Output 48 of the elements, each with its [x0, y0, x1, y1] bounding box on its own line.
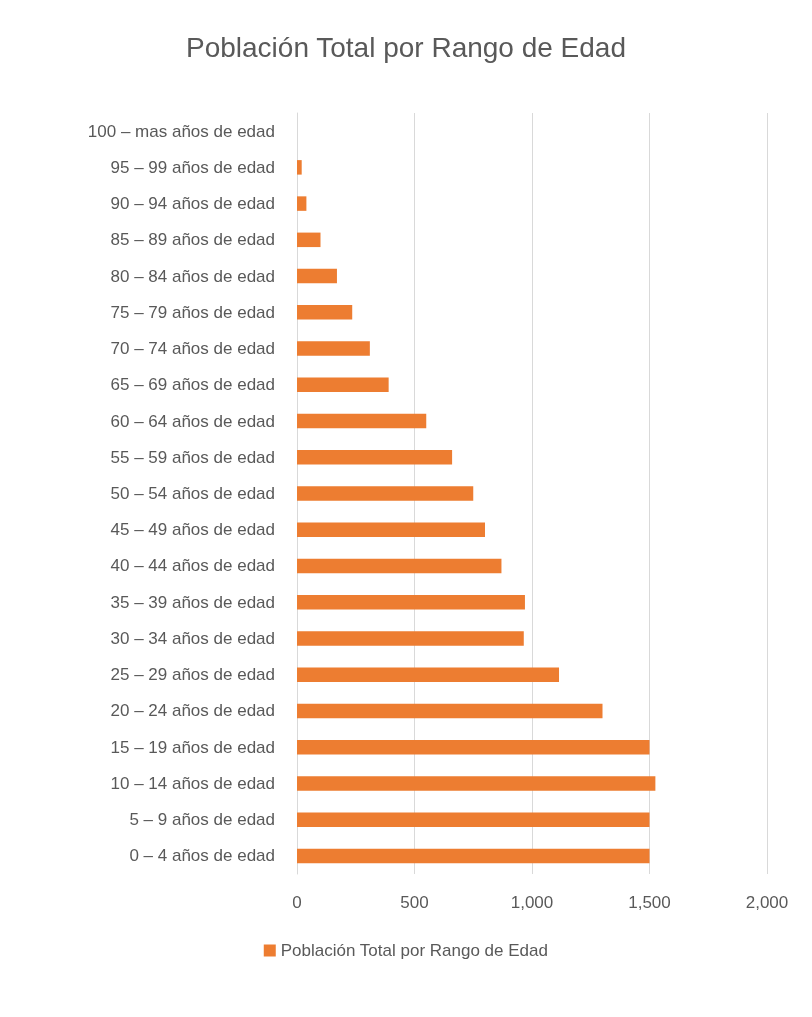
y-tick-label: 0 – 4 años de edad: [129, 846, 275, 866]
bar: [297, 739, 650, 755]
bar: [297, 848, 650, 864]
y-tick-label: 50 – 54 años de edad: [110, 484, 275, 503]
y-tick-label: 80 – 84 años de edad: [110, 266, 275, 286]
y-tick-label: 65 – 69 años de edad: [110, 375, 275, 395]
y-tick-label: 15 – 19 años de edad: [110, 737, 275, 757]
y-tick-label: 75 – 79 años de edad: [110, 302, 275, 322]
y-tick-label: 90 – 94 años de edad: [110, 194, 275, 214]
y-tick-label: 45 – 49 años de edad: [110, 520, 275, 540]
y-tick-label: 100 – mas años de edad: [87, 121, 275, 141]
y-tick-label: 95 – 99 años de edad: [110, 157, 275, 177]
y-tick-label: 55 – 59 años de edad: [110, 447, 275, 467]
bar: [297, 232, 321, 248]
y-tick-label: 40 – 44 años de edad: [110, 556, 275, 576]
bar: [297, 631, 524, 646]
y-tick-label: 70 – 74 años de edad: [110, 339, 275, 359]
bar: [297, 413, 427, 429]
bar: [297, 594, 525, 610]
x-tick-label: 1,500: [628, 893, 671, 912]
bar: [297, 486, 474, 501]
bar: [297, 703, 603, 719]
y-tick-label: 60 – 64 años de edad: [110, 411, 275, 431]
bar: [297, 341, 370, 356]
bar: [297, 160, 302, 175]
bar: [297, 196, 307, 211]
y-tick-label: 25 – 29 años de edad: [110, 665, 275, 685]
y-tick-label: 10 – 14 años de edad: [110, 773, 275, 793]
bar: [297, 558, 502, 574]
bar: [297, 305, 353, 320]
bar: [297, 450, 453, 465]
y-tick-label: 5 – 9 años de edad: [129, 810, 275, 830]
x-tick-label: 0: [292, 893, 302, 912]
chart-title: Población Total por Rango de Edad: [185, 31, 627, 63]
y-tick-label: 85 – 89 años de edad: [110, 230, 275, 250]
bar: [297, 776, 656, 791]
x-tick-label: 2,000: [745, 893, 789, 912]
y-tick-label: 30 – 34 años de edad: [110, 628, 275, 648]
y-tick-label: 35 – 39 años de edad: [110, 592, 275, 612]
bar: [297, 812, 650, 827]
x-tick-label: 500: [400, 893, 429, 912]
x-tick-label: 1,000: [510, 893, 554, 912]
bar: [297, 268, 337, 284]
bar: [297, 522, 485, 537]
bar: [297, 377, 389, 393]
legend-label: Población Total por Rango de Edad: [280, 941, 548, 960]
y-tick-label: 20 – 24 años de edad: [110, 701, 275, 721]
bar: [297, 667, 560, 682]
